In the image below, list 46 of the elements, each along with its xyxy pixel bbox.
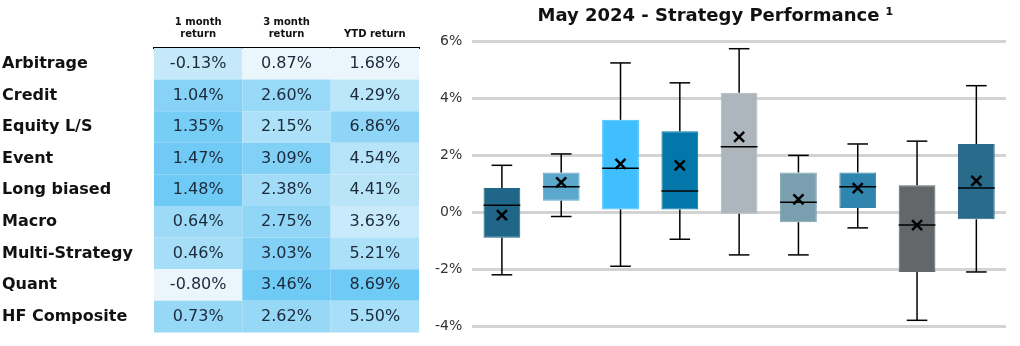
y-tick-label: 2% (440, 146, 463, 162)
data-label: 1.68% (349, 52, 401, 72)
y-tick-label: Event (2, 147, 54, 167)
data-label: 4.41% (349, 179, 401, 199)
data-label: 2.15% (261, 116, 312, 136)
data-label: 5.21% (349, 242, 401, 262)
x-tick-label: 3 month return (263, 15, 310, 39)
data-label: 3.09% (261, 147, 312, 167)
data-label: 3.63% (349, 210, 401, 230)
y-tick-label: -2% (435, 259, 463, 276)
y-tick-label: HF Composite (2, 305, 128, 325)
data-label: 4.29% (349, 84, 401, 104)
data-label: 3.03% (261, 242, 312, 262)
x-tick-label: YTD return (343, 27, 406, 39)
data-label: 2.75% (261, 210, 312, 230)
y-tick-label: 0% (440, 202, 463, 219)
data-label: -0.13% (169, 52, 227, 72)
data-label: 2.60% (261, 84, 312, 104)
data-label: 2.62% (261, 305, 312, 325)
data-label: 0.46% (172, 242, 224, 262)
data-label: 1.47% (172, 147, 224, 167)
y-tick-label: Macro (2, 210, 58, 230)
data-label: 1.35% (172, 116, 224, 136)
data-label: 0.73% (172, 305, 224, 325)
y-tick-label: Long biased (2, 179, 112, 199)
data-label: 5.50% (349, 305, 401, 325)
data-label: -0.80% (169, 274, 227, 294)
data-label: 8.69% (349, 274, 401, 294)
data-label: 2.38% (261, 179, 312, 199)
data-label: 3.46% (261, 274, 312, 294)
y-tick-label: Quant (2, 274, 58, 294)
data-label: 4.54% (349, 147, 401, 167)
y-tick-label: -4% (435, 316, 463, 333)
y-tick-label: Multi-Strategy (2, 242, 134, 262)
y-tick-label: 4% (440, 89, 463, 106)
data-label: 0.87% (261, 52, 312, 72)
data-label: 6.86% (349, 116, 401, 136)
x-tick-label: 1 month return (174, 15, 222, 39)
y-tick-label: Credit (2, 84, 58, 104)
data-label: 0.64% (172, 210, 224, 230)
data-label: 1.04% (172, 84, 224, 104)
y-tick-label: 6% (440, 32, 463, 49)
y-tick-label: Arbitrage (2, 52, 88, 72)
y-tick-label: Equity L/S (2, 116, 93, 136)
data-label: 1.48% (172, 179, 224, 199)
chart-title: May 2024 - Strategy Performance ¹ (537, 4, 894, 26)
